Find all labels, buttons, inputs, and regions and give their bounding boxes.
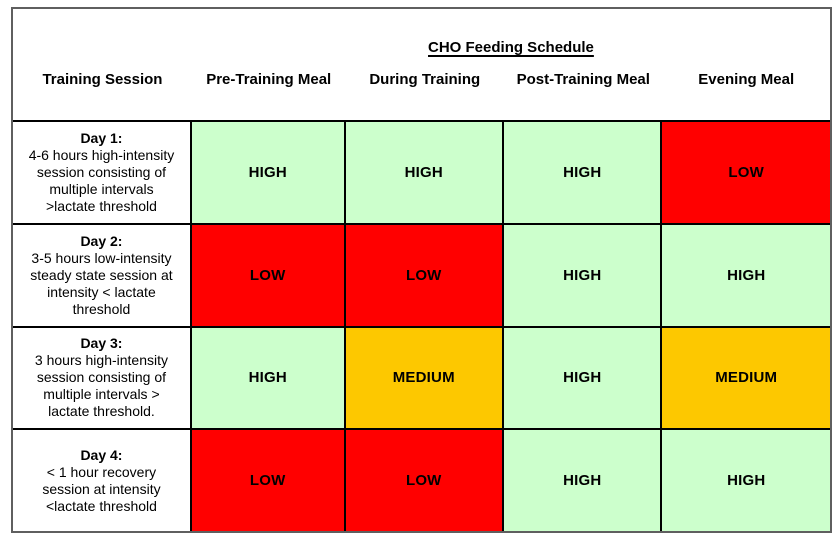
- table-row-day-1: Day 1: 4-6 hours high-intensity session …: [13, 122, 830, 225]
- meal-level-cell: LOW: [345, 430, 504, 531]
- column-header-during-training: During Training: [369, 71, 481, 88]
- session-cell: Day 1: 4-6 hours high-intensity session …: [13, 122, 192, 223]
- meal-level-cell: HIGH: [345, 122, 504, 223]
- meal-level-cell: MEDIUM: [345, 327, 504, 429]
- session-cell: Day 4: < 1 hour recovery session at inte…: [13, 430, 192, 531]
- meal-level-cell: HIGH: [504, 224, 663, 326]
- column-header-training-session: Training Session: [42, 71, 163, 88]
- meal-level-cell: HIGH: [191, 327, 346, 429]
- meal-level-cell: LOW: [191, 224, 346, 326]
- meal-level-cell: LOW: [191, 430, 346, 531]
- meal-level-cell: LOW: [662, 122, 830, 223]
- column-header-post-training-meal: Post-Training Meal: [516, 71, 650, 88]
- day-label: Day 3:: [80, 335, 123, 352]
- session-cell: Day 3: 3 hours high-intensity session co…: [13, 327, 192, 429]
- title-row: CHO Feeding Schedule: [13, 9, 830, 56]
- session-description: 4-6 hours high-intensity session consist…: [28, 146, 175, 214]
- table-row-day-4: Day 4: < 1 hour recovery session at inte…: [13, 430, 830, 531]
- day-label: Day 2:: [80, 232, 123, 249]
- table-title: CHO Feeding Schedule: [428, 39, 594, 56]
- meal-level-cell: HIGH: [662, 430, 830, 531]
- session-description: < 1 hour recovery session at intensity <…: [42, 463, 161, 514]
- table-row-day-3: Day 3: 3 hours high-intensity session co…: [13, 327, 830, 431]
- meal-level-cell: HIGH: [504, 122, 663, 223]
- meal-level-cell: HIGH: [662, 224, 830, 326]
- table-body: Day 1: 4-6 hours high-intensity session …: [13, 120, 830, 531]
- column-header-row: Training Session Pre-Training Meal Durin…: [13, 56, 830, 88]
- column-header-pre-training-meal: Pre-Training Meal: [206, 71, 332, 88]
- session-description: 3-5 hours low-intensity steady state ses…: [30, 249, 173, 317]
- session-description: 3 hours high-intensity session consistin…: [34, 352, 168, 420]
- column-header-evening-meal: Evening Meal: [698, 71, 795, 88]
- meal-level-cell: HIGH: [504, 327, 663, 429]
- table-header: CHO Feeding Schedule Training Session Pr…: [13, 9, 830, 120]
- day-label: Day 1:: [80, 129, 123, 146]
- meal-level-cell: MEDIUM: [662, 327, 830, 429]
- table-row-day-2: Day 2: 3-5 hours low-intensity steady st…: [13, 224, 830, 328]
- cho-feeding-schedule-table: CHO Feeding Schedule Training Session Pr…: [11, 7, 832, 533]
- session-cell: Day 2: 3-5 hours low-intensity steady st…: [13, 224, 192, 326]
- meal-level-cell: HIGH: [504, 430, 663, 531]
- meal-level-cell: HIGH: [191, 122, 346, 223]
- meal-level-cell: LOW: [345, 224, 504, 326]
- day-label: Day 4:: [80, 446, 123, 463]
